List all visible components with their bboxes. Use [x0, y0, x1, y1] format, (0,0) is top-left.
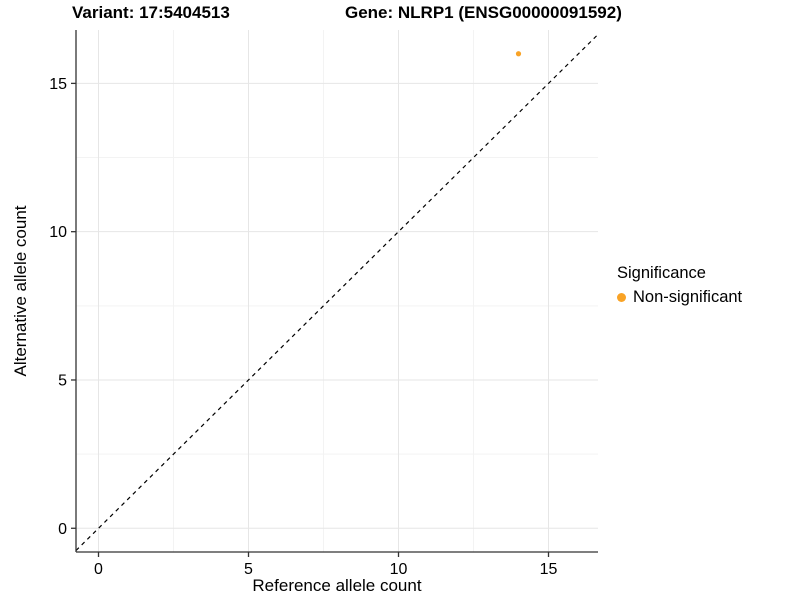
x-tick-label: 10	[390, 561, 408, 578]
x-tick-label: 5	[244, 561, 253, 578]
gene-title: Gene: NLRP1 (ENSG00000091592)	[345, 3, 622, 22]
y-tick-label: 10	[49, 224, 67, 241]
y-tick-label: 5	[58, 372, 67, 389]
y-tick-label: 15	[49, 76, 67, 93]
x-tick-label: 0	[94, 561, 103, 578]
variant-title: Variant: 17:5404513	[72, 3, 230, 22]
identity-dashed-line	[75, 34, 599, 551]
x-tick-label: 15	[540, 561, 558, 578]
legend-point-icon	[617, 293, 626, 302]
legend-item-label: Non-significant	[633, 288, 743, 306]
y-tick-label: 0	[58, 521, 67, 538]
legend-title: Significance	[617, 264, 706, 282]
legend: Significance Non-significant	[617, 264, 742, 307]
legend-item-non-significant: Non-significant	[617, 288, 742, 307]
x-axis-title: Reference allele count	[252, 576, 422, 595]
data-point	[515, 51, 522, 57]
